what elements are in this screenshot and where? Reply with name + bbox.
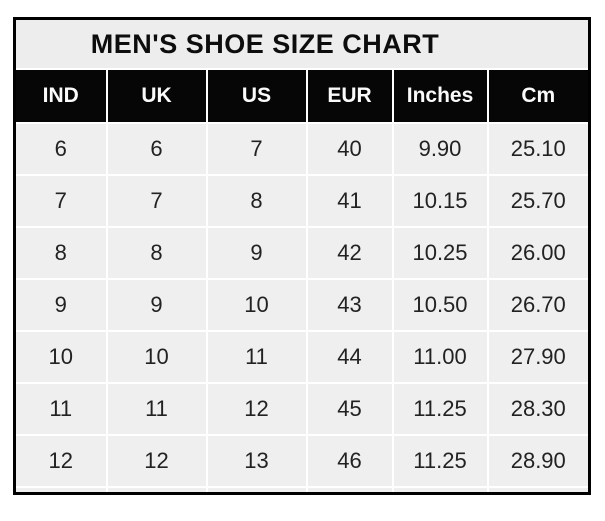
cell-eur: 41 <box>305 174 394 228</box>
column-header-cm: Cm <box>486 68 591 124</box>
cell-inches: 10.50 <box>391 278 489 332</box>
cell-cm: 28.30 <box>486 382 591 436</box>
cell-us: 11 <box>205 330 308 384</box>
cell-uk: 9 <box>105 278 208 332</box>
cell-eur: 43 <box>305 278 394 332</box>
cell-us: 7 <box>205 122 308 176</box>
cell-us: 12 <box>205 382 308 436</box>
cell-inches: 11.00 <box>391 330 489 384</box>
cell-us: 9 <box>205 226 308 280</box>
cell-cm: 26.00 <box>486 226 591 280</box>
cell-eur: 45 <box>305 382 394 436</box>
cell-us: 13 <box>205 434 308 488</box>
cell-cm: 27.90 <box>486 330 591 384</box>
header-row: IND UK US EUR Inches Cm <box>13 68 591 124</box>
cell-inches: 9.90 <box>391 122 489 176</box>
table-row: 12 12 13 46 11.25 28.90 <box>13 434 591 488</box>
chart-title: MEN'S SHOE SIZE CHART <box>13 17 591 70</box>
cell-inches: 11.25 <box>391 382 489 436</box>
bottom-spacer-row <box>13 486 591 495</box>
table-row: 7 7 8 41 10.15 25.70 <box>13 174 591 228</box>
cell-eur: 44 <box>305 330 394 384</box>
table-row: 9 9 10 43 10.50 26.70 <box>13 278 591 332</box>
column-header-us: US <box>205 68 308 124</box>
table-row: 8 8 9 42 10.25 26.00 <box>13 226 591 280</box>
cell-eur: 40 <box>305 122 394 176</box>
cell-inches: 11.25 <box>391 434 489 488</box>
cell-eur: 42 <box>305 226 394 280</box>
cell-cm: 26.70 <box>486 278 591 332</box>
cell-uk: 11 <box>105 382 208 436</box>
cell-ind: 6 <box>13 122 108 176</box>
size-chart-table: MEN'S SHOE SIZE CHART IND UK US EUR Inch… <box>13 17 592 495</box>
table-row: 11 11 12 45 11.25 28.30 <box>13 382 591 436</box>
cell-inches: 10.15 <box>391 174 489 228</box>
cell-uk: 10 <box>105 330 208 384</box>
cell-ind: 10 <box>13 330 108 384</box>
column-header-ind: IND <box>13 68 108 124</box>
cell-cm: 25.10 <box>486 122 591 176</box>
table-row: 6 6 7 40 9.90 25.10 <box>13 122 591 176</box>
cell-uk: 12 <box>105 434 208 488</box>
cell-ind: 11 <box>13 382 108 436</box>
cell-uk: 8 <box>105 226 208 280</box>
cell-ind: 12 <box>13 434 108 488</box>
cell-us: 8 <box>205 174 308 228</box>
cell-uk: 6 <box>105 122 208 176</box>
cell-us: 10 <box>205 278 308 332</box>
cell-ind: 7 <box>13 174 108 228</box>
cell-cm: 28.90 <box>486 434 591 488</box>
cell-cm: 25.70 <box>486 174 591 228</box>
cell-ind: 9 <box>13 278 108 332</box>
cell-eur: 46 <box>305 434 394 488</box>
column-header-inches: Inches <box>391 68 489 124</box>
column-header-eur: EUR <box>305 68 394 124</box>
cell-ind: 8 <box>13 226 108 280</box>
title-row: MEN'S SHOE SIZE CHART <box>13 17 591 70</box>
cell-uk: 7 <box>105 174 208 228</box>
column-header-uk: UK <box>105 68 208 124</box>
cell-inches: 10.25 <box>391 226 489 280</box>
table-row: 10 10 11 44 11.00 27.90 <box>13 330 591 384</box>
